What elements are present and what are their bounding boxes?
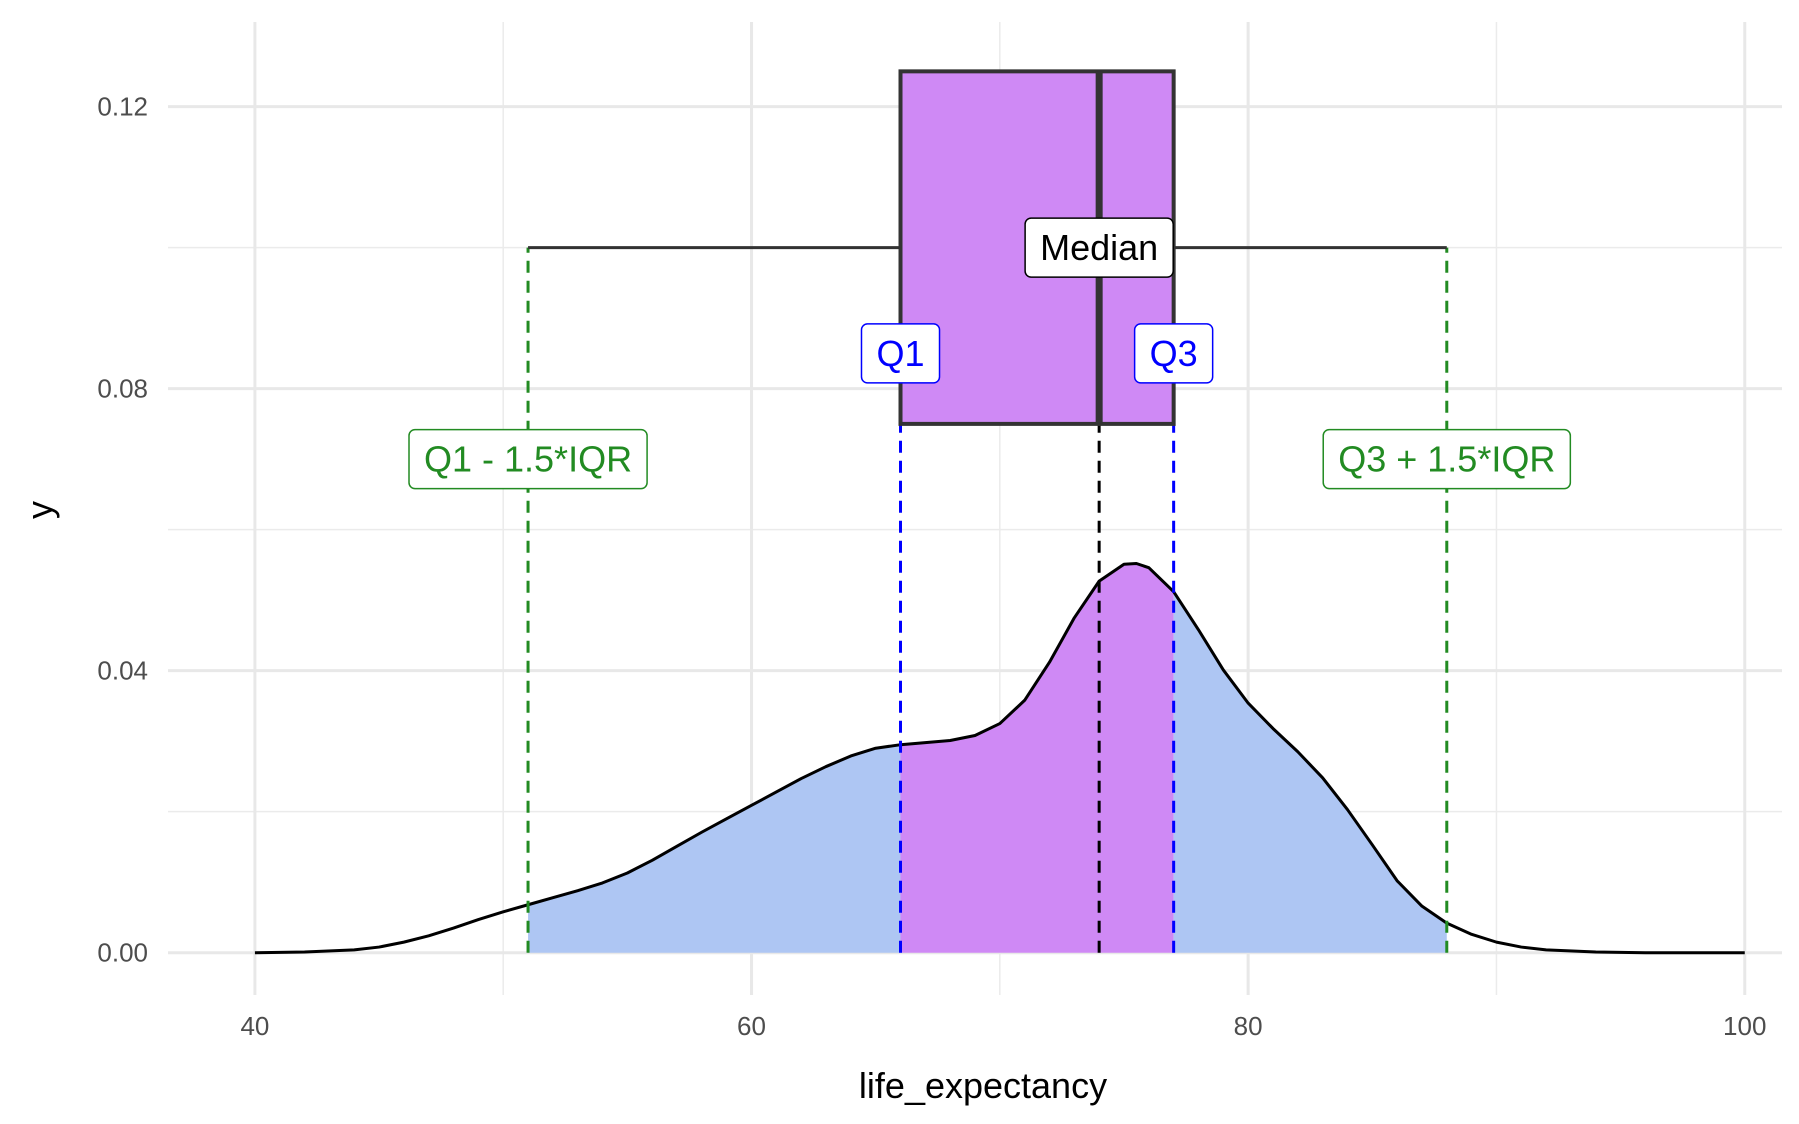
annotation-box [1133, 323, 1214, 384]
annotation-label: Q3 [1133, 323, 1214, 384]
density-area-layer [254, 562, 1745, 955]
annotation-label: Q1 - 1.5*IQR [408, 428, 648, 490]
annotation-text: Q3 [1150, 333, 1198, 374]
annotation-text: Q1 [876, 333, 924, 374]
annotation-text: Q3 + 1.5*IQR [1338, 439, 1555, 480]
lower-tail-fill [528, 744, 901, 953]
annotation-box [860, 323, 941, 384]
y-axis-title: y [19, 501, 60, 519]
x-tick-label: 40 [240, 1011, 269, 1041]
iqr-fill [900, 563, 1174, 953]
annotation-label: Q1 [860, 323, 941, 384]
axes: 40 60 80 100 0.00 0.04 0.08 0.12 [97, 92, 1766, 1041]
annotation-text: Q1 - 1.5*IQR [424, 439, 632, 480]
annotation-label: Median [1024, 217, 1174, 278]
annotation-label: Q3 + 1.5*IQR [1322, 428, 1572, 490]
x-tick-label: 100 [1723, 1011, 1766, 1041]
x-tick-label: 60 [737, 1011, 766, 1041]
annotation-box [408, 428, 648, 490]
y-tick-label: 0.04 [97, 656, 148, 686]
reference-lines [526, 247, 1449, 953]
y-tick-label: 0.08 [97, 374, 148, 404]
annotations: Median Q1 Q3 Q1 - 1.5*IQR Q3 + 1.5*IQR [408, 217, 1572, 490]
boxplot [528, 69, 1447, 426]
y-tick-label: 0.00 [97, 938, 148, 968]
annotation-box [1024, 217, 1174, 278]
x-tick-label: 80 [1234, 1011, 1263, 1041]
x-axis-title: life_expectancy [859, 1065, 1107, 1106]
annotation-box [1322, 428, 1572, 490]
annotation-text: Median [1040, 227, 1158, 268]
upper-tail-fill [1173, 591, 1447, 953]
y-tick-label: 0.12 [97, 92, 148, 122]
